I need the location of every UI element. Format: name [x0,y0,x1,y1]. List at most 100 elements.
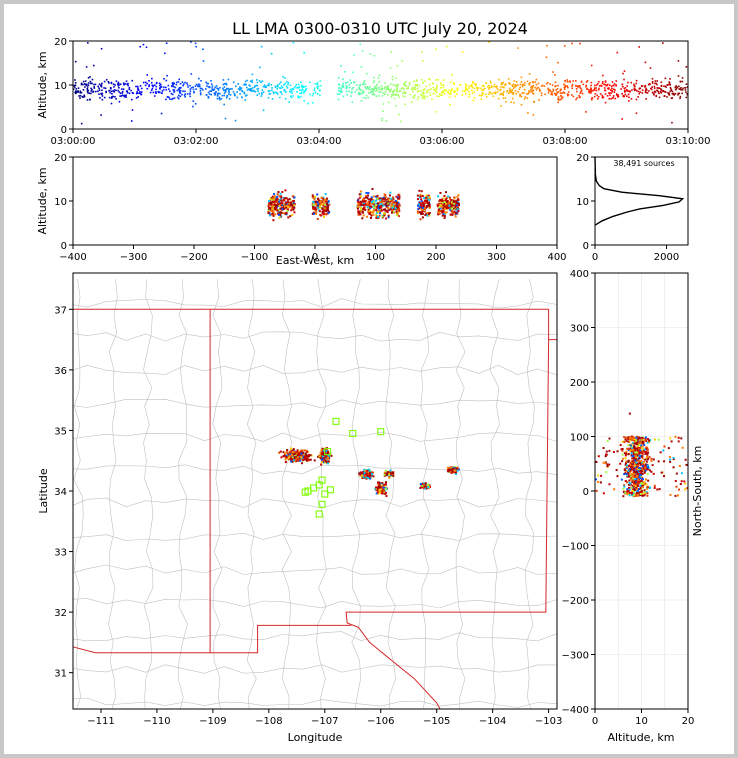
plan-source [309,458,312,461]
time-height-source [388,88,391,91]
time-height-source [488,91,491,93]
ew-height-source [456,212,459,215]
ns-height-source [628,491,631,494]
time-height-source [390,51,393,53]
time-height-source [348,86,351,89]
ew-height-source [370,216,373,219]
ns-height-source [642,484,645,487]
ew-height-source [369,206,372,209]
ns-height-source [639,484,642,487]
time-height-source [654,80,657,82]
plan-source [448,467,451,470]
ew-height-source [363,202,366,205]
ew-height-source [457,202,460,205]
ns-height-source [643,491,646,494]
ew-height-source [284,212,287,215]
ns-height-source [631,477,634,480]
time-height-source [428,77,430,80]
time-height-source [110,87,112,90]
ns-height-source [653,484,656,487]
time-height-source [287,83,289,85]
time-height-ylabel: Altitude, km [36,51,49,118]
time-height-source [554,81,557,84]
time-height-source [607,88,610,90]
ns-height-source [627,447,630,450]
time-height-source [532,84,535,87]
time-height-source [426,90,428,93]
time-height-source [679,95,682,98]
time-height-source [190,73,193,75]
ns-height-source [640,446,643,449]
ew-height-source [453,202,456,205]
ns-height-source [629,438,632,441]
time-height-source [520,95,523,98]
ns-height-source [639,472,642,475]
time-height-source [278,83,281,85]
ew-height-source [359,203,362,206]
time-height-source [531,87,533,90]
time-height-source [449,81,452,83]
ew-height-source [428,211,431,214]
time-height-source [617,95,620,98]
time-height-source [373,54,376,57]
time-height-source [378,74,381,76]
time-height-source [476,86,478,89]
time-height-source [497,97,500,100]
ew-height-source [320,214,323,217]
time-height-source [405,92,407,94]
plan-source [289,451,292,454]
time-height-source [261,93,263,96]
time-height-source [425,91,428,94]
time-height-source [531,86,534,89]
ns-height-source [641,465,644,468]
time-height-source [557,101,559,104]
time-height-source [164,52,166,55]
time-height-source [538,99,540,101]
time-height-source [651,82,654,84]
time-height-source [580,87,582,90]
time-height-source [254,85,256,87]
time-height-source [207,86,210,88]
plan-xtick-label: −107 [311,716,338,727]
plan-source [385,494,388,497]
time-height-source [83,94,86,97]
time-height-source [87,76,90,79]
time-height-source [150,81,153,84]
time-height-source [314,83,317,85]
time-height-source [476,89,479,92]
time-height-source [237,83,240,85]
time-height-source [190,87,193,89]
ns-height-source [597,455,600,458]
ew-height-source [428,199,431,202]
plan-source [385,469,388,472]
ew-height-source [392,205,395,208]
time-height-source [173,89,175,92]
time-height-source [626,95,628,98]
ew-height-source [428,204,431,207]
time-height-source [520,76,523,79]
plan-source [319,454,322,457]
plan-source [290,453,293,456]
plan-source [305,455,308,458]
time-height-source [175,81,178,84]
time-height-source [589,90,591,92]
ew-height-source [275,205,278,208]
time-height-source [103,80,106,83]
ew-height-ytick-label: 10 [54,197,67,208]
county-line [351,279,361,709]
ew-height-source [448,207,451,210]
ew-height-source [441,201,444,204]
time-height-source [344,70,346,73]
time-height-source [285,85,288,87]
time-height-source [258,92,261,95]
time-height-source [681,77,684,79]
ew-height-source [359,200,362,203]
time-height-source [112,95,115,98]
time-height-source [351,101,354,103]
ew-height-source [276,203,279,206]
ns-height-source [642,486,645,489]
county-line [525,279,535,709]
time-height-source [109,91,112,94]
ew-height-source [382,204,385,207]
